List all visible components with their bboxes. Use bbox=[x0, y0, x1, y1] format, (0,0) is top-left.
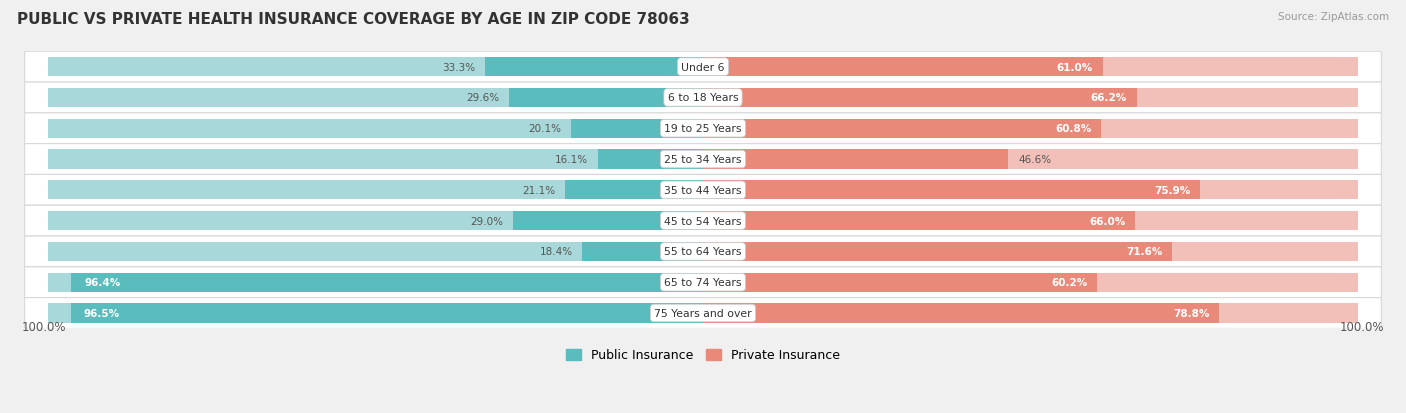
Bar bbox=[598, 150, 703, 169]
Bar bbox=[703, 58, 1102, 77]
Bar bbox=[48, 273, 703, 292]
FancyBboxPatch shape bbox=[25, 144, 1381, 175]
Text: 29.0%: 29.0% bbox=[470, 216, 503, 226]
Bar bbox=[703, 273, 1358, 292]
FancyBboxPatch shape bbox=[25, 83, 1381, 114]
Text: 60.8%: 60.8% bbox=[1056, 124, 1091, 134]
FancyBboxPatch shape bbox=[25, 206, 1381, 237]
Bar bbox=[571, 119, 703, 138]
Text: 20.1%: 20.1% bbox=[529, 124, 561, 134]
Bar bbox=[48, 211, 703, 230]
Text: 66.2%: 66.2% bbox=[1091, 93, 1128, 103]
Text: 16.1%: 16.1% bbox=[554, 154, 588, 165]
Text: 78.8%: 78.8% bbox=[1173, 308, 1209, 318]
FancyBboxPatch shape bbox=[25, 298, 1381, 329]
Text: 60.2%: 60.2% bbox=[1052, 278, 1088, 287]
Bar bbox=[703, 273, 1098, 292]
Bar bbox=[48, 181, 703, 200]
Bar bbox=[703, 150, 1008, 169]
Bar bbox=[509, 89, 703, 108]
Bar bbox=[565, 181, 703, 200]
Bar bbox=[485, 58, 703, 77]
Text: 19 to 25 Years: 19 to 25 Years bbox=[664, 124, 742, 134]
Text: 61.0%: 61.0% bbox=[1057, 62, 1092, 72]
Bar bbox=[703, 211, 1358, 230]
Bar bbox=[48, 150, 703, 169]
Text: 18.4%: 18.4% bbox=[540, 247, 572, 257]
Bar bbox=[48, 242, 703, 261]
Text: 35 to 44 Years: 35 to 44 Years bbox=[664, 185, 742, 195]
FancyBboxPatch shape bbox=[25, 114, 1381, 144]
Bar bbox=[48, 304, 703, 323]
Text: 75 Years and over: 75 Years and over bbox=[654, 308, 752, 318]
Text: 33.3%: 33.3% bbox=[441, 62, 475, 72]
Text: 25 to 34 Years: 25 to 34 Years bbox=[664, 154, 742, 165]
Bar bbox=[703, 242, 1173, 261]
Bar bbox=[513, 211, 703, 230]
Text: 29.6%: 29.6% bbox=[467, 93, 499, 103]
Bar bbox=[703, 304, 1219, 323]
Bar bbox=[72, 273, 703, 292]
Bar bbox=[703, 119, 1358, 138]
Text: Source: ZipAtlas.com: Source: ZipAtlas.com bbox=[1278, 12, 1389, 22]
Text: 55 to 64 Years: 55 to 64 Years bbox=[664, 247, 742, 257]
Text: 100.0%: 100.0% bbox=[1340, 320, 1385, 333]
FancyBboxPatch shape bbox=[25, 175, 1381, 206]
Bar bbox=[703, 211, 1136, 230]
Text: 66.0%: 66.0% bbox=[1090, 216, 1126, 226]
Text: 96.4%: 96.4% bbox=[84, 278, 121, 287]
Text: 100.0%: 100.0% bbox=[21, 320, 66, 333]
Bar bbox=[703, 304, 1358, 323]
Bar bbox=[48, 89, 703, 108]
Text: 96.5%: 96.5% bbox=[84, 308, 120, 318]
FancyBboxPatch shape bbox=[25, 237, 1381, 267]
Text: 6 to 18 Years: 6 to 18 Years bbox=[668, 93, 738, 103]
Bar bbox=[703, 58, 1358, 77]
Text: 45 to 54 Years: 45 to 54 Years bbox=[664, 216, 742, 226]
Text: 65 to 74 Years: 65 to 74 Years bbox=[664, 278, 742, 287]
Bar bbox=[703, 181, 1358, 200]
Bar bbox=[48, 58, 703, 77]
Text: 21.1%: 21.1% bbox=[522, 185, 555, 195]
Text: PUBLIC VS PRIVATE HEALTH INSURANCE COVERAGE BY AGE IN ZIP CODE 78063: PUBLIC VS PRIVATE HEALTH INSURANCE COVER… bbox=[17, 12, 689, 27]
FancyBboxPatch shape bbox=[25, 52, 1381, 83]
Bar bbox=[703, 119, 1101, 138]
Legend: Public Insurance, Private Insurance: Public Insurance, Private Insurance bbox=[561, 344, 845, 367]
Bar bbox=[703, 89, 1137, 108]
Bar bbox=[703, 89, 1358, 108]
Bar bbox=[703, 181, 1201, 200]
Bar bbox=[582, 242, 703, 261]
Bar bbox=[703, 150, 1358, 169]
Text: 71.6%: 71.6% bbox=[1126, 247, 1163, 257]
Bar bbox=[48, 119, 703, 138]
Bar bbox=[703, 242, 1358, 261]
FancyBboxPatch shape bbox=[25, 267, 1381, 298]
Text: 75.9%: 75.9% bbox=[1154, 185, 1191, 195]
Text: 46.6%: 46.6% bbox=[1018, 154, 1052, 165]
Bar bbox=[70, 304, 703, 323]
Text: Under 6: Under 6 bbox=[682, 62, 724, 72]
